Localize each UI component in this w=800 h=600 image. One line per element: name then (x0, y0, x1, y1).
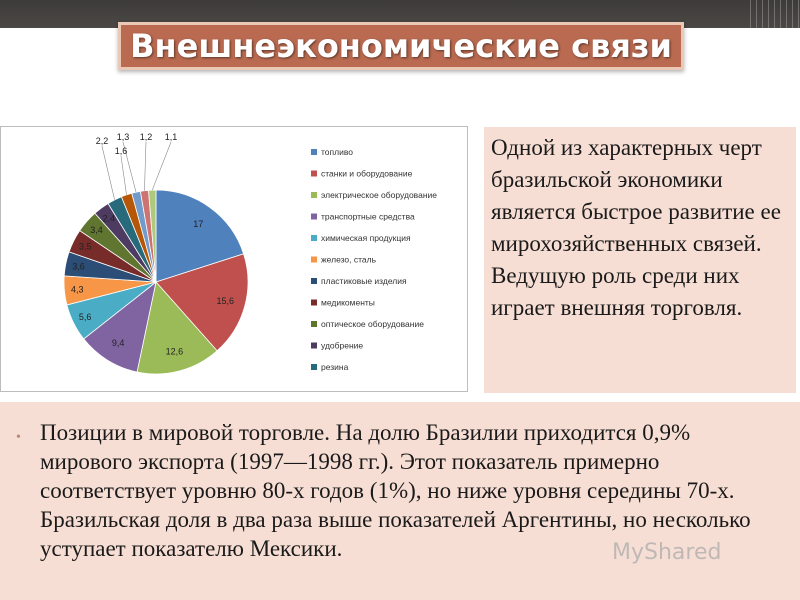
legend-label: пластиковые изделия (321, 276, 407, 286)
slice-value-label: 2,4 (103, 213, 116, 223)
legend-swatch (311, 256, 317, 263)
bottom-paragraph: Позиции в мировой торговле. На долю Браз… (40, 420, 751, 561)
legend-label: медикоменты (321, 298, 375, 308)
slice-value-label: 1,1 (165, 132, 178, 142)
slice-value-label: 1,2 (140, 132, 153, 142)
legend-swatch (311, 235, 317, 241)
slice-value-label: 4,3 (71, 284, 84, 294)
pie-slice (136, 281, 218, 375)
slice-value-label: 17 (193, 219, 203, 229)
pie-slice (155, 189, 245, 283)
legend-swatch (311, 149, 317, 155)
legend-swatch (311, 213, 317, 220)
slice-value-label: 1,3 (117, 132, 130, 142)
slice-value-label: 12,6 (166, 346, 184, 356)
slice-value-label: 3,5 (79, 242, 92, 252)
legend-label: топливо (321, 147, 353, 157)
legend-swatch (311, 321, 317, 327)
slice-value-label: 2,2 (96, 136, 109, 146)
legend-label: химическая продукция (321, 233, 411, 243)
right-paragraph: Одной из характерных черт бразильской эк… (491, 135, 781, 320)
bottom-text-box (0, 402, 800, 600)
legend-label: транспортные средства (321, 212, 415, 222)
legend-swatch (311, 192, 317, 198)
legend-label: удобрение (321, 341, 363, 351)
legend-label: оптическое оборудование (321, 319, 424, 329)
slice-value-label: 9,4 (112, 338, 125, 348)
pie-slice (83, 281, 157, 373)
legend-label: железо, сталь (321, 255, 377, 265)
leader-line (101, 145, 115, 200)
pie-slice (155, 253, 249, 352)
watermark-logo: MyShared (612, 540, 722, 565)
legend-swatch (311, 299, 317, 306)
legend-label: резина (321, 362, 349, 372)
slice-value-label: 15,6 (216, 296, 234, 306)
legend-swatch (311, 170, 317, 177)
legend-swatch (311, 278, 317, 284)
leader-line (151, 141, 172, 191)
slice-value-label: 1,6 (115, 146, 128, 156)
legend-swatch (311, 364, 317, 370)
bullet-marker: • (16, 430, 21, 445)
chart-frame: 17 15,6 12,6 9,4 5,6 4,3 3,6 3,5 3,4 2,4 2,2 1,6 1,3… (0, 126, 468, 392)
leader-line (120, 155, 127, 195)
slice-value-label: 3,4 (90, 225, 103, 235)
pie-chart: 17 15,6 12,6 9,4 5,6 4,3 3,6 3,5 3,42,4 2,2 1,6 1,3… (63, 132, 437, 375)
right-text-box (484, 127, 796, 393)
decorative-stripes (750, 0, 800, 40)
legend-label: станки и оборудование (321, 169, 413, 179)
leader-line (122, 141, 137, 193)
slice-value-label: 5,6 (79, 312, 92, 322)
legend-label: электрическое оборудование (321, 190, 437, 200)
slice-value-label: 3,6 (72, 261, 85, 271)
slide-title: Внешнеэкономические связи (130, 27, 672, 65)
leader-line (144, 141, 147, 191)
legend-swatch (311, 342, 317, 349)
title-box: Внешнеэкономические связи (118, 22, 684, 70)
